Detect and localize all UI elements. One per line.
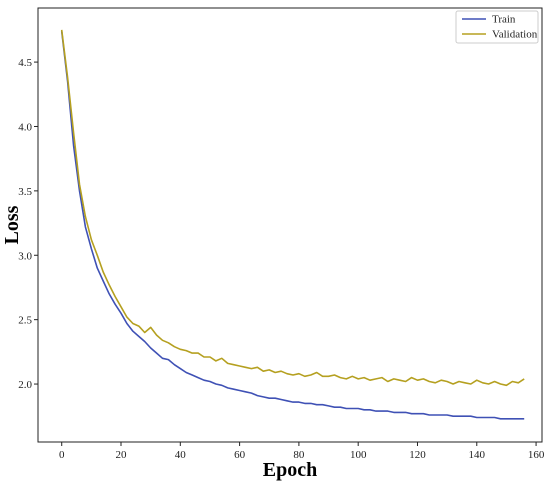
x-tick-label: 20: [116, 449, 128, 461]
series-line-validation: [60, 29, 525, 387]
y-tick-label: 2.5: [18, 315, 32, 327]
y-axis-ticks: 2.0 2.5 3.0 3.5 4.0 4.5: [18, 57, 38, 391]
x-tick-label: 0: [59, 449, 65, 461]
x-tick-label: 120: [409, 449, 426, 461]
legend-label-validation: Validation: [492, 29, 538, 41]
y-tick-label: 2.0: [18, 379, 32, 391]
series-lines: [60, 29, 525, 420]
plot-area: [37, 7, 543, 443]
x-tick-label: 100: [350, 449, 367, 461]
x-tick-label: 60: [234, 449, 246, 461]
x-tick-label: 160: [528, 449, 545, 461]
legend: Train Validation: [455, 10, 539, 44]
y-tick-label: 3.5: [18, 186, 32, 198]
x-axis-ticks: 0 20 40 60 80 100 120 140 160: [59, 442, 545, 461]
x-axis-label: Epoch: [263, 459, 317, 481]
x-tick-label: 140: [469, 449, 486, 461]
y-tick-label: 4.0: [18, 121, 32, 133]
y-tick-label: 3.0: [18, 250, 32, 262]
legend-label-train: Train: [492, 14, 516, 26]
y-axis-label: Loss: [1, 205, 23, 244]
y-tick-label: 4.5: [18, 57, 32, 69]
series-line-train: [60, 31, 525, 420]
x-tick-label: 80: [293, 449, 305, 461]
x-tick-label: 40: [175, 449, 187, 461]
